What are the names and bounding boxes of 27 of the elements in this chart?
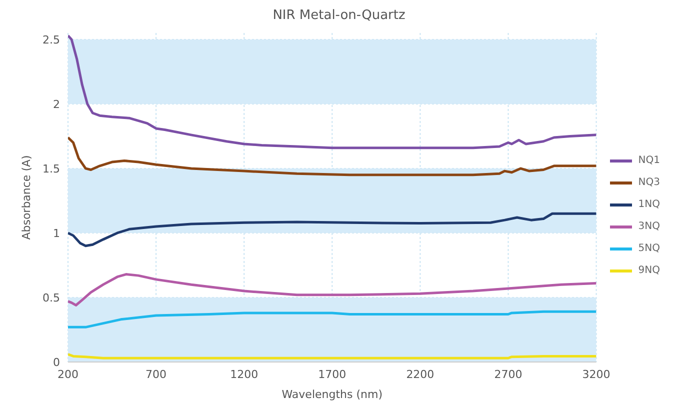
y-tick-label: 1.5 (42, 162, 60, 176)
line-series (68, 310, 596, 328)
x-tick-label: 700 (146, 368, 167, 381)
y-tick-label: 2 (53, 98, 60, 111)
legend-label: 9NQ (638, 265, 660, 276)
x-tick-label: 1200 (230, 368, 258, 381)
x-tick-label: 3200 (582, 368, 610, 381)
legend-label: NQ3 (638, 177, 660, 188)
legend-label: 3NQ (638, 221, 660, 232)
y-tick-label: 1 (53, 226, 60, 240)
line-series (68, 273, 596, 306)
y-axis-title: Absorbance (A) (20, 155, 33, 240)
legend-label: NQ1 (638, 155, 660, 166)
x-tick-label: 200 (58, 368, 78, 381)
legend-label: 1NQ (638, 199, 660, 210)
y-tick-label: 2.5 (42, 33, 60, 46)
x-axis-title: Wavelengths (nm) (282, 388, 383, 401)
line-series (68, 136, 596, 176)
chart-title: NIR Metal-on-Quartz (272, 8, 406, 23)
legend-label: 5NQ (638, 243, 660, 254)
x-tick-label: 2200 (406, 368, 434, 381)
y-tick-label: 0.5 (42, 291, 60, 304)
line-series (68, 34, 596, 150)
x-tick-label: 2700 (494, 368, 522, 381)
y-tick-label: 0 (53, 356, 60, 369)
line-series (68, 212, 596, 248)
x-tick-label: 1700 (318, 368, 346, 381)
